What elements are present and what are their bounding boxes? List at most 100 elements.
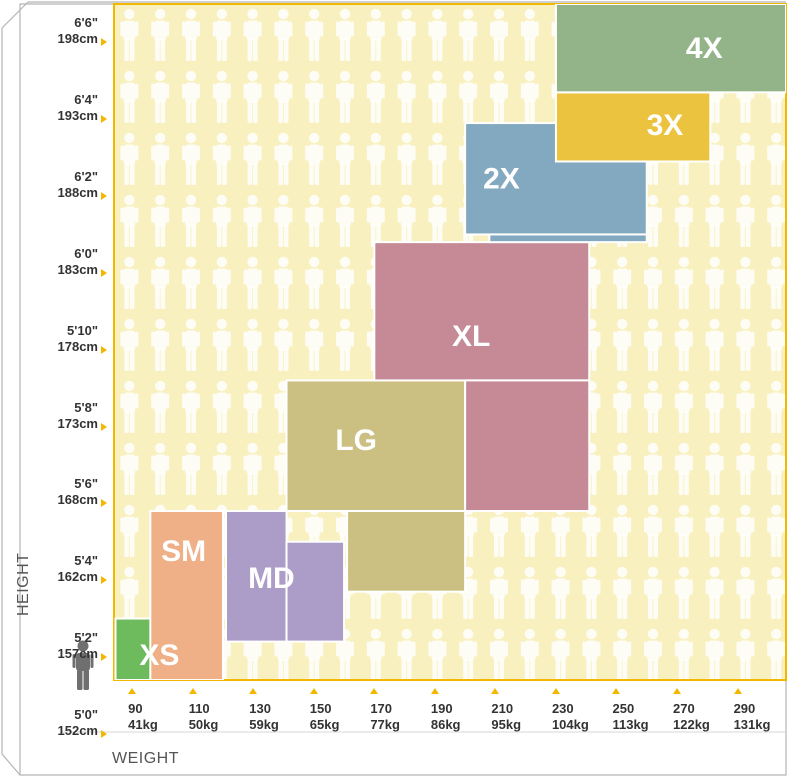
y-tick-label: 5'2" 157cm bbox=[26, 630, 98, 662]
y-tick-feet: 5'2" bbox=[74, 629, 98, 645]
x-tick-label: 150 65kg bbox=[310, 701, 340, 733]
frame-left-bevel bbox=[1, 28, 21, 776]
y-tick-marker bbox=[101, 422, 107, 431]
size-region-4x bbox=[554, 4, 786, 94]
y-tick-cm: 198cm bbox=[57, 31, 98, 47]
x-tick-kg: 122kg bbox=[673, 717, 710, 732]
size-region-sm-part-1 bbox=[149, 510, 224, 680]
x-tick-pounds: 90 bbox=[128, 701, 143, 716]
size-region-2x-part-2 bbox=[488, 233, 648, 244]
y-tick-marker bbox=[101, 729, 107, 738]
y-tick-feet: 6'2" bbox=[74, 169, 98, 185]
size-label-3x: 3X bbox=[647, 109, 684, 142]
x-tick-kg: 131kg bbox=[733, 717, 771, 732]
y-tick-cm: 152cm bbox=[57, 722, 98, 738]
x-tick-marker bbox=[733, 688, 742, 694]
x-tick-label: 210 95kg bbox=[491, 701, 521, 733]
x-tick-marker bbox=[128, 688, 137, 694]
y-axis-title: HEIGHT bbox=[15, 552, 32, 616]
y-tick-feet: 5'6" bbox=[74, 476, 98, 492]
size-region-sm bbox=[149, 510, 224, 680]
y-tick-label: 6'4" 193cm bbox=[26, 92, 98, 124]
y-tick-label: 5'4" 162cm bbox=[26, 553, 98, 585]
x-tick-marker bbox=[249, 688, 258, 694]
x-tick-kg: 113kg bbox=[612, 717, 649, 732]
x-tick-pounds: 230 bbox=[551, 701, 574, 716]
x-tick-pounds: 290 bbox=[733, 701, 756, 716]
size-label-4x: 4X bbox=[686, 32, 723, 65]
x-tick-pounds: 170 bbox=[370, 701, 393, 716]
y-tick-cm: 178cm bbox=[57, 338, 98, 354]
size-region-xl-part-1 bbox=[373, 241, 591, 382]
x-tick-kg: 59kg bbox=[249, 717, 279, 732]
x-tick-kg: 95kg bbox=[491, 717, 522, 732]
y-tick-label: 6'2" 188cm bbox=[26, 169, 98, 201]
x-tick-pounds: 110 bbox=[188, 701, 210, 716]
y-tick-label: 5'6" 168cm bbox=[26, 476, 98, 508]
x-tick-marker bbox=[309, 688, 318, 694]
x-tick-label: 290 131kg bbox=[734, 701, 771, 733]
y-tick-label: 6'6" 198cm bbox=[26, 15, 98, 47]
x-tick-marker bbox=[612, 688, 621, 694]
x-tick-pounds: 250 bbox=[612, 701, 635, 716]
y-tick-feet: 6'6" bbox=[74, 15, 98, 31]
y-tick-feet: 6'4" bbox=[74, 92, 98, 108]
person-icon bbox=[72, 640, 94, 690]
y-tick-cm: 183cm bbox=[57, 261, 98, 277]
size-label-2x: 2X bbox=[483, 163, 520, 196]
x-tick-kg: 77kg bbox=[370, 717, 400, 732]
y-tick-feet: 5'0" bbox=[74, 706, 98, 722]
frame-corner-top-left bbox=[1, 1, 29, 29]
x-tick-kg: 86kg bbox=[430, 717, 461, 732]
size-region-3x bbox=[554, 91, 712, 163]
size-label-sm: SM bbox=[161, 535, 206, 568]
y-tick-cm: 168cm bbox=[57, 492, 98, 508]
size-label-md: MD bbox=[248, 562, 295, 595]
y-tick-marker bbox=[101, 652, 107, 661]
x-tick-label: 90 41kg bbox=[128, 701, 158, 733]
size-region-md bbox=[225, 510, 346, 643]
x-tick-marker bbox=[188, 688, 197, 694]
x-tick-pounds: 270 bbox=[673, 701, 695, 716]
x-tick-label: 270 122kg bbox=[673, 701, 710, 733]
x-tick-kg: 50kg bbox=[188, 717, 219, 732]
y-tick-marker bbox=[101, 115, 107, 124]
plot-border bbox=[113, 3, 787, 681]
y-tick-cm: 162cm bbox=[57, 569, 98, 585]
x-tick-marker bbox=[430, 688, 439, 694]
y-tick-cm: 157cm bbox=[57, 645, 98, 661]
y-tick-label: 5'0" 152cm bbox=[26, 707, 98, 739]
y-tick-cm: 193cm bbox=[57, 108, 98, 124]
y-tick-feet: 5'4" bbox=[74, 553, 98, 569]
x-tick-label: 190 86kg bbox=[431, 701, 461, 733]
y-tick-label: 5'10" 178cm bbox=[26, 323, 98, 355]
size-region-lg-part-2 bbox=[346, 510, 467, 593]
y-tick-cm: 188cm bbox=[57, 185, 98, 201]
y-tick-feet: 5'10" bbox=[67, 322, 98, 338]
x-tick-label: 230 104kg bbox=[552, 701, 589, 733]
y-tick-marker bbox=[101, 345, 107, 354]
x-tick-pounds: 150 bbox=[309, 701, 332, 716]
x-tick-pounds: 130 bbox=[249, 701, 271, 716]
y-tick-label: 6'0" 183cm bbox=[26, 246, 98, 278]
x-tick-label: 170 77kg bbox=[370, 701, 400, 733]
x-tick-label: 130 59kg bbox=[249, 701, 279, 733]
x-tick-kg: 65kg bbox=[309, 717, 340, 732]
y-tick-marker bbox=[101, 38, 107, 47]
y-tick-feet: 5'8" bbox=[74, 399, 98, 415]
size-label-xs: XS bbox=[139, 639, 179, 672]
size-region-xl bbox=[373, 241, 591, 512]
size-region-4x-part-1 bbox=[554, 4, 786, 94]
y-tick-feet: 6'0" bbox=[74, 245, 98, 261]
x-tick-pounds: 210 bbox=[491, 701, 514, 716]
x-axis-title: WEIGHT bbox=[112, 750, 179, 767]
x-tick-marker bbox=[370, 688, 379, 694]
x-tick-label: 250 113kg bbox=[612, 701, 648, 733]
y-tick-marker bbox=[101, 192, 107, 201]
size-label-xl: XL bbox=[452, 320, 490, 353]
y-tick-cm: 173cm bbox=[57, 415, 98, 431]
y-tick-marker bbox=[101, 499, 107, 508]
x-tick-marker bbox=[551, 688, 560, 694]
